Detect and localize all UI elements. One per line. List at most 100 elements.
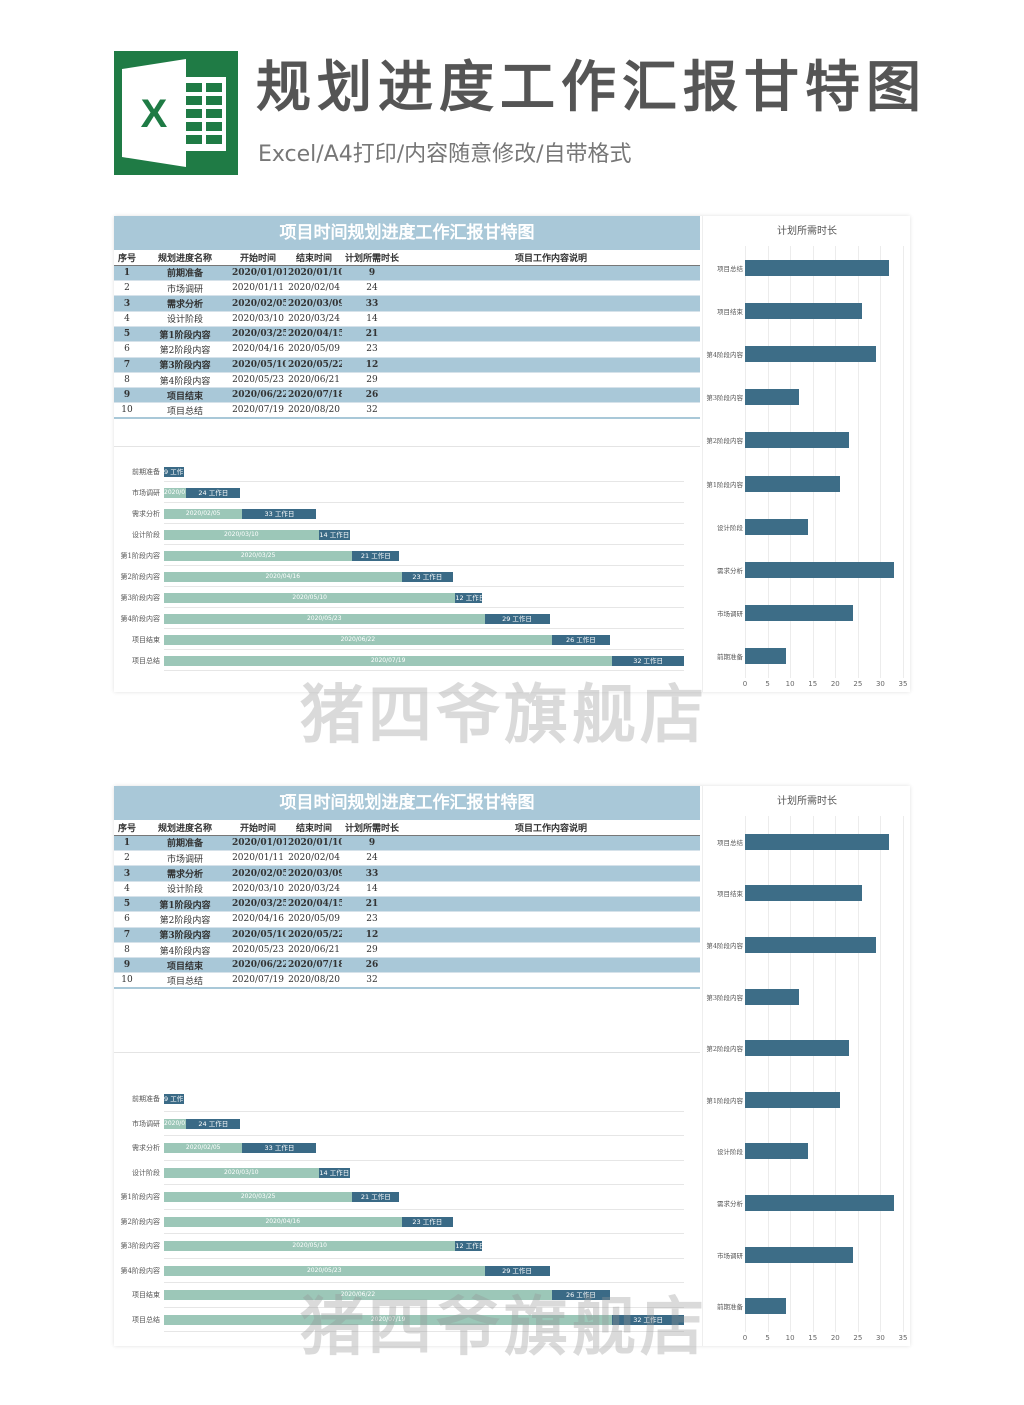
side-category-label: 需求分析	[717, 1200, 743, 1208]
side-category-label: 第3阶段内容	[706, 993, 743, 1002]
gantt-category-label: 第3阶段内容	[120, 593, 160, 602]
table-cell-notes	[402, 387, 700, 404]
column-header: 开始时间	[230, 820, 286, 836]
table-cell-notes	[402, 372, 700, 389]
side-category-label: 设计阶段	[717, 1148, 743, 1157]
table-cell-end: 2020/02/04	[286, 850, 342, 867]
table-cell-start: 2020/06/22	[230, 957, 286, 974]
table-cell-notes	[402, 911, 700, 928]
side-category-label: 前期准备	[717, 1303, 743, 1312]
side-duration-bar	[745, 518, 809, 535]
gantt-offset-bar: 2020/04/16	[164, 571, 402, 582]
side-category-label: 项目结束	[717, 307, 743, 316]
gantt-duration-bar: 29 工作日	[484, 613, 550, 624]
side-category-label: 设计阶段	[717, 523, 743, 532]
gantt-category-label: 市场调研	[132, 488, 160, 497]
table-row: 3 需求分析 2020/02/05 2020/03/09 33	[114, 865, 700, 882]
gantt-gridline	[164, 649, 684, 650]
table-row: 4 设计阶段 2020/03/10 2020/03/24 14	[114, 311, 700, 327]
side-gridline	[767, 816, 769, 1332]
side-category-label: 第3阶段内容	[706, 394, 743, 403]
gantt-category-label: 第4阶段内容	[120, 1266, 160, 1275]
table-cell-name: 项目结束	[140, 957, 230, 974]
table-cell-end: 2020/05/09	[286, 341, 342, 358]
table-cell-end: 2020/03/24	[286, 881, 342, 897]
gantt-offset-bar: 2020/03/10	[164, 1167, 319, 1178]
table-cell-start: 2020/06/22	[230, 387, 286, 404]
table-row: 1 前期准备 2020/01/01 2020/01/10 9	[114, 265, 700, 282]
side-category-label: 第1阶段内容	[706, 480, 743, 489]
side-duration-bar	[745, 389, 800, 406]
table-header-row: 序号 规划进度名称 开始时间 结束时间 计划所需时长 项目工作内容说明	[114, 820, 700, 836]
table-cell-end: 2020/07/18	[286, 387, 342, 404]
side-duration-bar	[745, 833, 890, 850]
table-cell-notes	[402, 865, 700, 882]
table-cell-name: 需求分析	[140, 295, 230, 312]
gantt-offset-bar: 2020/03/10	[164, 529, 319, 540]
gantt-gridline	[164, 670, 684, 671]
table-cell-no: 1	[114, 265, 140, 282]
table-row: 8 第4阶段内容 2020/05/23 2020/06/21 29	[114, 372, 700, 389]
gantt-category-label: 设计阶段	[132, 530, 160, 539]
table-cell-start: 2020/05/10	[230, 927, 286, 943]
table-cell-days: 33	[342, 295, 402, 312]
side-tick-label: 5	[765, 680, 770, 688]
table-cell-notes	[402, 357, 700, 373]
table-cell-start: 2020/01/11	[230, 850, 286, 867]
table-row: 8 第4阶段内容 2020/05/23 2020/06/21 29	[114, 942, 700, 959]
table-cell-no: 3	[114, 865, 140, 882]
table-cell-end: 2020/03/09	[286, 865, 342, 882]
table-cell-start: 2020/02/05	[230, 295, 286, 312]
side-duration-bar	[745, 1091, 840, 1108]
gantt-category-label: 项目结束	[132, 635, 160, 644]
table-cell-name: 第4阶段内容	[140, 372, 230, 389]
table-cell-name: 项目总结	[140, 972, 230, 990]
watermark-2: 猪四爷旗舰店	[300, 1291, 708, 1365]
table-cell-end: 2020/05/22	[286, 927, 342, 943]
side-tick-label: 0	[742, 680, 748, 688]
gantt-category-label: 项目总结	[132, 656, 160, 665]
sheet-title: 项目时间规划进度工作汇报甘特图	[114, 786, 700, 820]
table-row: 7 第3阶段内容 2020/05/10 2020/05/22 12	[114, 357, 700, 373]
table-cell-name: 第3阶段内容	[140, 927, 230, 943]
table-cell-notes	[402, 896, 700, 913]
table-cell-days: 29	[342, 372, 402, 389]
gantt-gridline	[164, 1184, 684, 1185]
gantt-gridline	[164, 565, 684, 566]
table-cell-name: 第2阶段内容	[140, 341, 230, 358]
sheet-title: 项目时间规划进度工作汇报甘特图	[114, 216, 700, 250]
table-cell-notes	[402, 850, 700, 867]
table-cell-no: 8	[114, 942, 140, 959]
watermark-1: 猪四爷旗舰店	[300, 679, 708, 753]
table-cell-notes	[402, 942, 700, 959]
gantt-category-label: 第2阶段内容	[120, 572, 160, 581]
gantt-category-label: 前期准备	[132, 467, 160, 476]
table-cell-no: 7	[114, 357, 140, 373]
side-gridline	[767, 246, 769, 678]
side-gridline	[880, 816, 882, 1332]
table-cell-end: 2020/01/10	[286, 265, 342, 282]
column-header: 开始时间	[230, 250, 286, 266]
table-cell-end: 2020/03/24	[286, 311, 342, 327]
gantt-offset-bar: 2020/06/22	[164, 634, 552, 645]
side-duration-bar	[745, 648, 786, 665]
table-cell-start: 2020/01/01	[230, 265, 286, 282]
table-cell-end: 2020/05/22	[286, 357, 342, 373]
table-row: 7 第3阶段内容 2020/05/10 2020/05/22 12	[114, 927, 700, 943]
gantt-duration-bar: 26 工作日	[551, 1290, 611, 1301]
gantt-offset-bar: 2020/05/10	[164, 1241, 456, 1252]
table-cell-days: 29	[342, 942, 402, 959]
table-cell-notes	[402, 280, 700, 297]
side-category-label: 需求分析	[717, 567, 743, 575]
table-row: 9 项目结束 2020/06/22 2020/07/18 26	[114, 957, 700, 974]
table-cell-no: 6	[114, 341, 140, 358]
table-cell-end: 2020/05/09	[286, 911, 342, 928]
table-cell-no: 8	[114, 372, 140, 389]
gantt-category-label: 第2阶段内容	[120, 1217, 160, 1226]
table-row: 6 第2阶段内容 2020/04/16 2020/05/09 23	[114, 341, 700, 358]
gantt-category-label: 项目总结	[132, 1315, 160, 1324]
gantt-offset-bar: 2020/01/11	[164, 1118, 187, 1129]
table-cell-days: 32	[342, 402, 402, 420]
column-header: 结束时间	[286, 820, 342, 836]
